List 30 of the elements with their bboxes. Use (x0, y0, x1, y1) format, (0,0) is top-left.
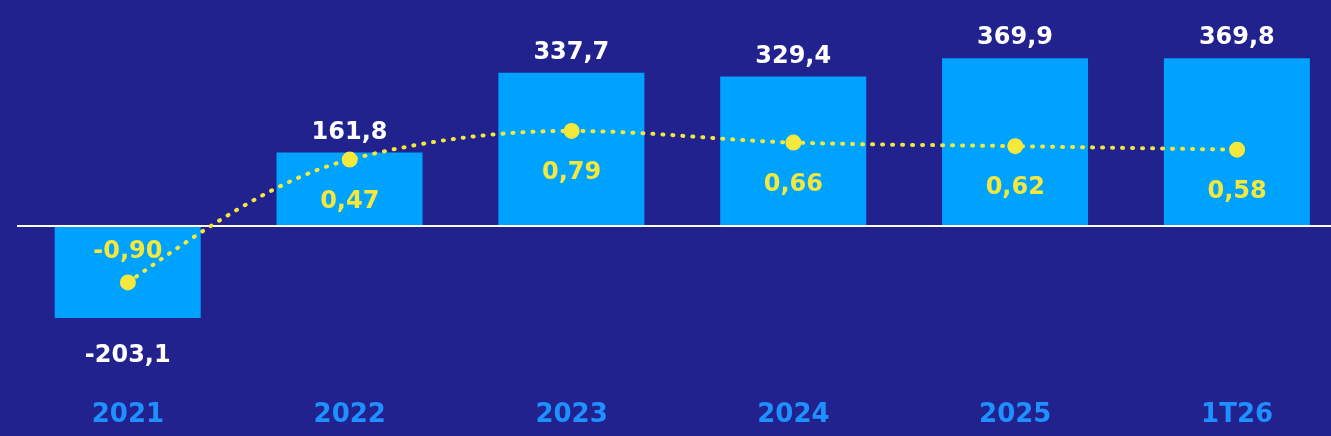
data-label: 0,58 (1207, 175, 1267, 204)
point (785, 134, 802, 151)
x-tick-label: 1T26 (1201, 398, 1274, 429)
bar (1163, 58, 1310, 226)
x-tick-label: 2023 (535, 398, 608, 429)
point (1229, 141, 1246, 158)
data-label: 0,66 (763, 168, 824, 197)
data-label: 0,47 (320, 185, 380, 214)
data-label: 161,8 (311, 116, 388, 145)
data-label: -203,1 (84, 340, 171, 369)
bar (720, 76, 867, 226)
bar (498, 72, 645, 226)
data-label: 369,9 (977, 22, 1054, 51)
bar (942, 58, 1089, 226)
data-label: 337,7 (533, 36, 610, 65)
point (1007, 138, 1024, 155)
bar (54, 225, 201, 319)
x-tick-label: 2024 (757, 398, 830, 429)
data-label: 369,8 (1198, 22, 1275, 51)
data-label: 0,62 (985, 172, 1045, 201)
data-label: 0,79 (541, 156, 602, 185)
point (341, 151, 358, 168)
x-tick-label: 2022 (313, 398, 386, 429)
point (563, 122, 580, 139)
point (119, 274, 136, 291)
bar (276, 152, 423, 226)
x-tick-label: 2021 (91, 398, 165, 429)
data-label: -0,90 (93, 236, 163, 265)
data-label: 329,4 (755, 40, 832, 69)
x-tick-label: 2025 (979, 398, 1052, 429)
